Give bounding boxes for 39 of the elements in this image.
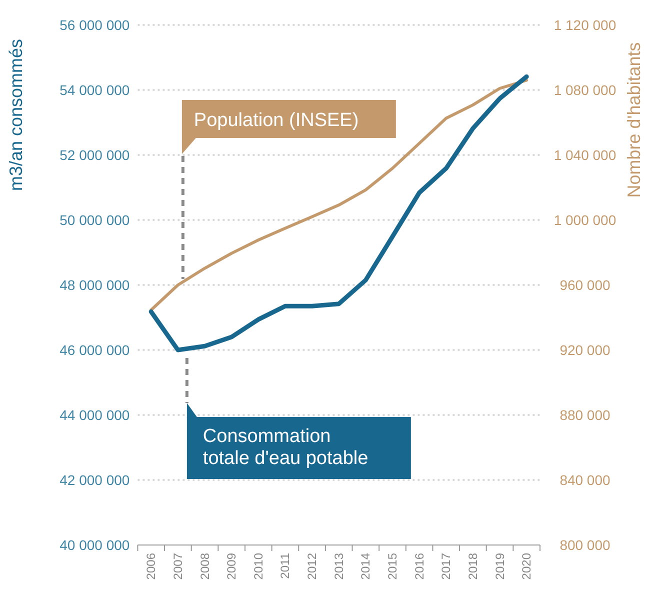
y2-tick-label: 840 000 [560, 472, 611, 488]
x-tick-label: 2006 [144, 552, 158, 580]
y-tick-label: 42 000 000 [60, 472, 130, 488]
x-tick-label: 2016 [412, 552, 426, 580]
x-tick-label: 2008 [198, 552, 212, 580]
y-axis-title: m3/an consommés [6, 38, 26, 192]
y-tick-label: 44 000 000 [60, 407, 130, 423]
line-series [150, 78, 528, 312]
x-tick-label: 2010 [251, 552, 266, 580]
x-tick-label: 2012 [305, 552, 320, 580]
y-tick-label: 52 000 000 [60, 147, 130, 163]
y2-tick-label: 1 040 000 [554, 147, 616, 163]
y2-tick-label: 1 000 000 [554, 212, 616, 228]
line-series [148, 74, 529, 352]
y-tick-label: 46 000 000 [60, 342, 130, 358]
y-tick-label: 48 000 000 [60, 277, 130, 293]
x-tick-label: 2018 [466, 552, 480, 580]
y2-axis-title: Nombre d'habitants [624, 42, 644, 198]
x-tick-label: 2013 [332, 552, 346, 580]
y-tick-label: 54 000 000 [60, 82, 130, 98]
y2-tick-label: 960 000 [560, 277, 611, 293]
y-tick-label: 56 000 000 [60, 17, 130, 33]
y2-tick-label: 1 120 000 [554, 17, 616, 33]
x-tick-label: 2020 [520, 552, 534, 580]
y2-tick-label: 800 000 [560, 537, 611, 553]
y2-tick-label: 880 000 [560, 407, 611, 423]
y-tick-label: 40 000 000 [60, 537, 130, 553]
x-tick-label: 2011 [278, 552, 292, 579]
legend-label: Consommation totale d'eau potable [202, 426, 368, 469]
y2-tick-label: 920 000 [560, 342, 611, 358]
x-tick-label: 2014 [358, 552, 373, 580]
x-tick-label: 2017 [439, 552, 454, 580]
y2-tick-label: 1 080 000 [554, 82, 616, 98]
x-tick-label: 2015 [385, 552, 400, 580]
x-tick-label: 2009 [224, 552, 239, 580]
x-tick-label: 2007 [170, 552, 185, 580]
text: Population (INSEE) [194, 110, 359, 131]
y-tick-label: 50 000 000 [60, 212, 130, 228]
x-tick-label: 2019 [492, 552, 507, 580]
